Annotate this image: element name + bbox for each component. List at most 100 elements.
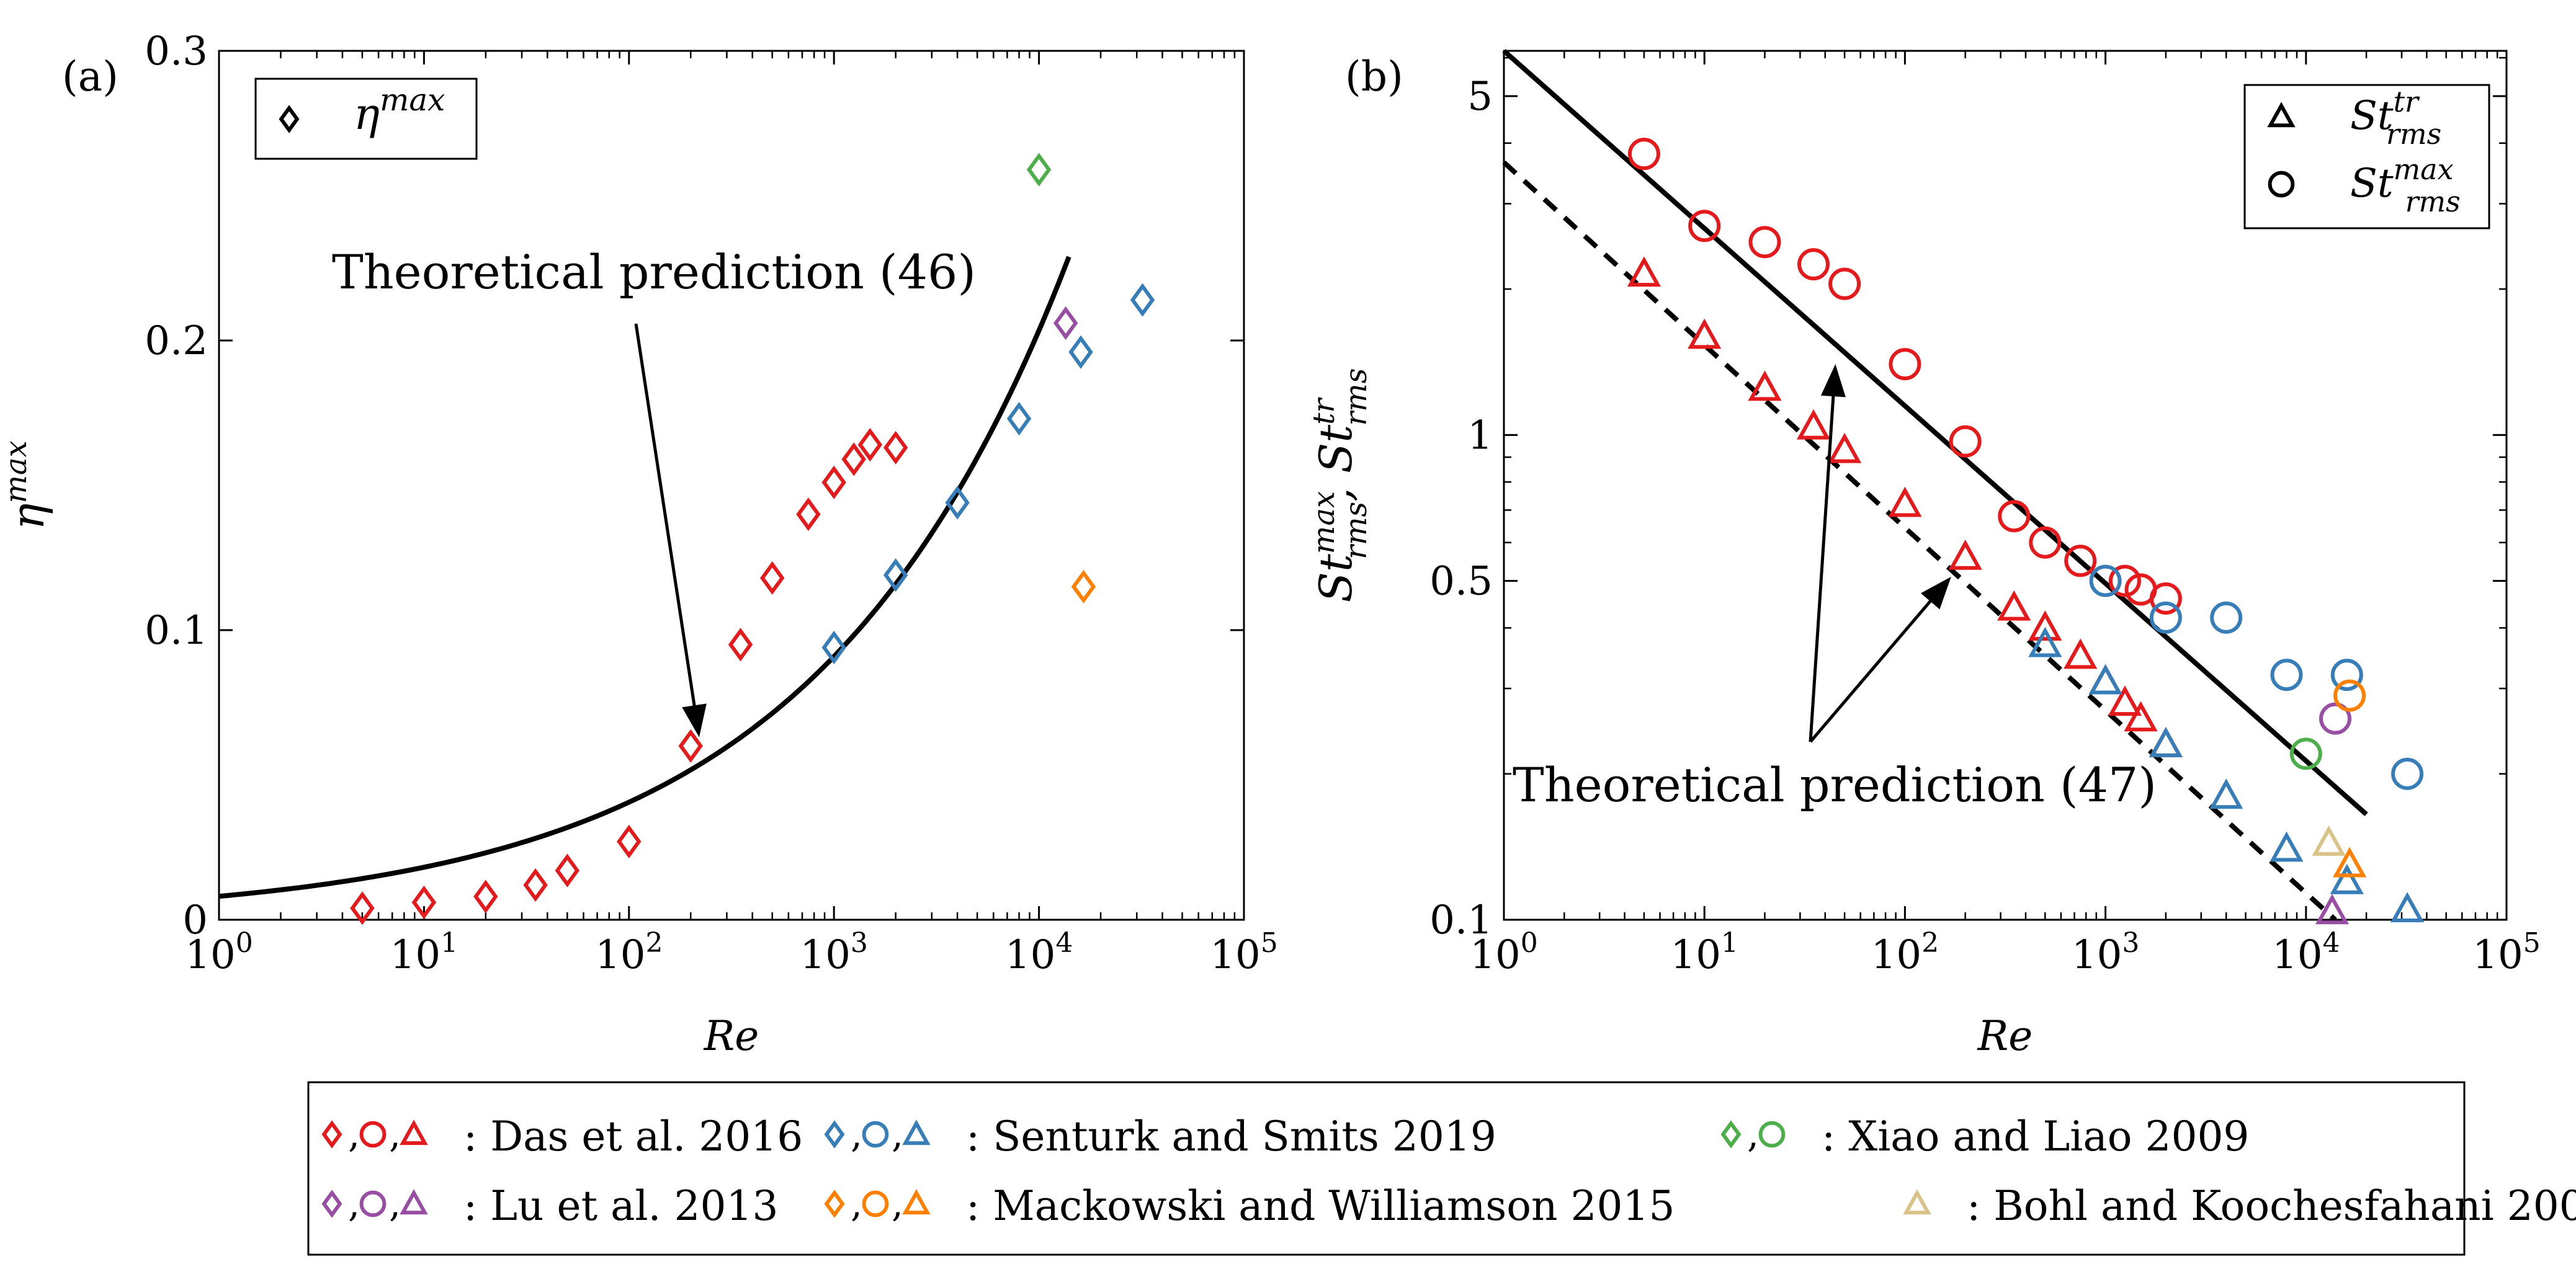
plot-frame-a	[218, 50, 1245, 921]
y-label-sup: max	[0, 440, 34, 503]
shared-legend-label: : Lu et al. 2013	[463, 1182, 778, 1230]
legend-box-b	[2243, 84, 2490, 229]
data-point	[2124, 701, 2158, 732]
legend-swatch	[902, 1189, 931, 1215]
data-point	[2270, 831, 2304, 862]
data-point	[1797, 248, 1830, 281]
data-point	[2028, 610, 2062, 641]
legend-sub: rms	[2386, 117, 2441, 151]
tick-base: 10	[2472, 932, 2523, 978]
y-tick-label: 0.2	[145, 318, 208, 364]
legend-base: η	[354, 89, 380, 140]
legend-separator: ,	[389, 1113, 401, 1156]
data-point	[2064, 545, 2097, 577]
legend-box-a	[254, 78, 478, 160]
data-point	[1627, 138, 1660, 171]
legend-separator: ,	[389, 1182, 401, 1226]
y-label-sup: max	[1307, 491, 1341, 554]
y-tick-label: 0	[182, 897, 208, 943]
y-tick-label: 0.3	[145, 29, 208, 74]
data-point	[857, 428, 883, 462]
panel-label-b: (b)	[1345, 53, 1403, 100]
tick-base: 10	[390, 932, 441, 978]
shared-legend-label: : Xiao and Liao 2009	[1822, 1113, 2249, 1160]
y-tick-label: 1	[1467, 412, 1493, 458]
legend-swatch	[902, 1119, 931, 1146]
data-point	[1053, 306, 1078, 340]
theory-line-max	[1502, 49, 2368, 817]
data-point	[1068, 335, 1093, 369]
legend-label-b: Sttr rms	[2350, 85, 2441, 151]
data-point	[821, 630, 846, 665]
data-point	[1748, 370, 1782, 401]
tick-exponent: 4	[2323, 927, 2340, 959]
legend-marker-b	[2267, 102, 2296, 128]
data-point	[2332, 847, 2367, 878]
legend-swatch	[862, 1121, 889, 1148]
tick-exponent: 0	[1521, 927, 1538, 959]
data-point	[2028, 626, 2062, 657]
data-point	[1627, 256, 1661, 287]
annotation-47: Theoretical prediction (47)	[1513, 757, 2157, 812]
data-point	[2149, 582, 2182, 615]
legend-swatch	[1720, 1120, 1742, 1149]
x-tick-label: 103	[800, 927, 867, 978]
tick-exponent: 2	[1921, 927, 1939, 959]
data-point	[2289, 737, 2322, 770]
data-point	[2391, 757, 2424, 790]
data-point	[1828, 267, 1861, 300]
legend-separator: ,	[1747, 1113, 1759, 1156]
legend-swatch	[359, 1121, 387, 1148]
tick-exponent: 5	[1261, 927, 1278, 959]
tick-base: 10	[185, 932, 235, 978]
tick-exponent: 1	[441, 927, 458, 959]
data-point	[2330, 863, 2364, 894]
legend-base: St	[2350, 93, 2394, 139]
plot-frame-b	[1503, 50, 2508, 921]
shared-legend-box	[307, 1081, 2466, 1256]
chart-a: 100 101 102 103 104 10500.10.20.3Reηmax(a)The…	[0, 29, 1278, 1060]
data-point	[2064, 638, 2098, 669]
data-point	[1828, 432, 1862, 463]
data-point	[1889, 348, 1921, 381]
y-tick-label: 0.5	[1429, 559, 1493, 605]
legend-separator: ,	[851, 1182, 862, 1226]
tick-base: 10	[2072, 932, 2122, 978]
tick-exponent: 3	[851, 927, 868, 959]
annotation-46: Theoretical prediction (46)	[332, 244, 976, 300]
legend-separator: ,	[348, 1113, 360, 1156]
x-tick-label: 100	[1470, 927, 1537, 978]
annotation-47-arrow-head	[1820, 364, 1846, 398]
shared-legend-label: : Bohl and Koochesfahani 2009	[1967, 1182, 2576, 1230]
x-tick-label: 100	[185, 927, 253, 978]
data-point	[2315, 894, 2350, 925]
tick-exponent: 3	[2122, 927, 2139, 959]
theory-line-tr	[1502, 160, 2337, 922]
y-axis-label: ηmax	[0, 440, 54, 530]
data-point	[821, 465, 846, 499]
data-point	[2333, 679, 2366, 712]
y-tick-label: 5	[1467, 74, 1493, 120]
data-point	[945, 486, 970, 520]
legend-marker-b	[2268, 171, 2295, 198]
shared-legend: ,, : Das et al. 2016,, : Senturk and Smits…	[307, 1081, 2576, 1256]
shared-legend-label: : Senturk and Smits 2019	[966, 1113, 1496, 1160]
tick-base: 10	[595, 932, 645, 978]
data-point	[2210, 601, 2243, 634]
legend-swatch	[862, 1190, 889, 1217]
legend-swatch	[824, 1120, 845, 1149]
tick-exponent: 1	[1721, 927, 1738, 959]
data-point	[2149, 601, 2182, 634]
data-point	[728, 628, 753, 662]
y-axis-label: Stmaxrms, Sttrrms	[1307, 368, 1374, 603]
shared-legend-label: : Das et al. 2016	[463, 1113, 803, 1160]
annotation-47-arrow-head	[1920, 576, 1951, 610]
tick-exponent: 0	[236, 927, 253, 959]
legend-separator: ,	[851, 1113, 862, 1156]
data-point	[2108, 685, 2142, 716]
y-tick-label: 0.1	[1429, 897, 1493, 943]
annotation-46-arrow-head	[682, 703, 707, 737]
legend-swatch	[1903, 1189, 1931, 1215]
